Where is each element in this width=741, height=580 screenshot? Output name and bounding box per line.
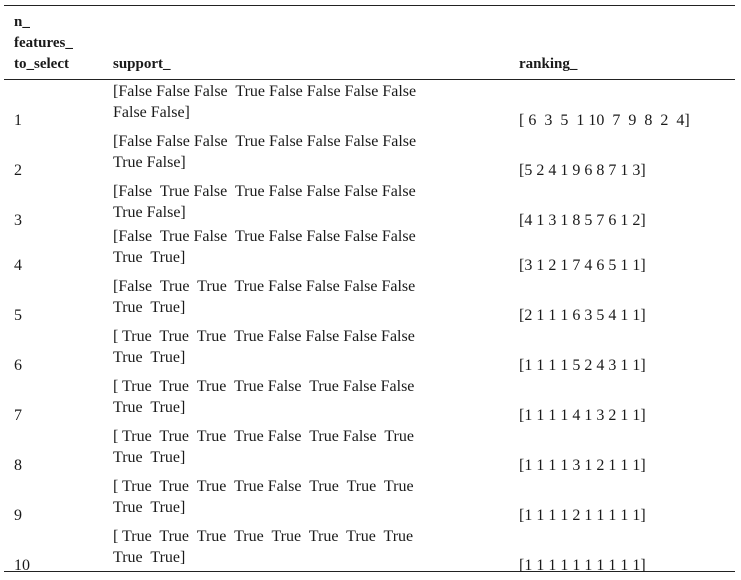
cell-support: [False False False True False False Fals… — [113, 81, 493, 123]
cell-n-features: 7 — [14, 407, 22, 424]
table-bottom-rule — [4, 571, 735, 572]
cell-support-line1: [ True True True True False True True Tr… — [113, 478, 414, 495]
cell-support-line1: [False True True True False False False … — [113, 278, 416, 295]
cell-n-features: 10 — [14, 557, 30, 574]
cell-ranking: [5 2 4 1 9 6 8 7 1 3] — [519, 162, 646, 179]
cell-support-line2: True True] — [113, 299, 186, 316]
header-n-features-to-select: n_ features_ to_select — [14, 12, 104, 75]
header-n-line3: to_select — [14, 56, 69, 72]
cell-support-line2: False False] — [113, 104, 190, 121]
cell-n-features: 6 — [14, 357, 22, 374]
cell-n-features: 9 — [14, 507, 22, 524]
cell-support-line2: True True] — [113, 249, 186, 266]
header-n-line2: features_ — [14, 35, 73, 51]
cell-support-line2: True False] — [113, 204, 186, 221]
table-row: 10 [ True True True True True True True … — [0, 526, 741, 576]
cell-support-line1: [ True True True True False True False T… — [113, 428, 414, 445]
cell-support: [ True True True True True True True Tru… — [113, 526, 493, 568]
header-n-line1: n_ — [14, 14, 30, 30]
cell-support-line2: True True] — [113, 499, 186, 516]
cell-ranking: [ 6 3 5 1 10 7 9 8 2 4] — [519, 112, 690, 129]
cell-support-line2: True False] — [113, 154, 186, 171]
cell-ranking: [1 1 1 1 5 2 4 3 1 1] — [519, 357, 646, 374]
cell-support-line2: True True] — [113, 549, 186, 566]
cell-support: [False True False True False False False… — [113, 181, 493, 223]
cell-support: [False False False True False False Fals… — [113, 131, 493, 173]
table-top-rule — [4, 5, 735, 6]
cell-support: [ True True True True False True True Tr… — [113, 476, 493, 518]
cell-ranking: [1 1 1 1 2 1 1 1 1 1] — [519, 507, 646, 524]
cell-support: [ True True True True False True False F… — [113, 376, 493, 418]
table-row: 7 [ True True True True False True False… — [0, 376, 741, 426]
cell-support-line1: [False True False True False False False… — [113, 183, 416, 200]
cell-support-line1: [False False False True False False Fals… — [113, 83, 417, 100]
cell-n-features: 1 — [14, 112, 22, 129]
cell-n-features: 5 — [14, 307, 22, 324]
cell-support-line2: True True] — [113, 399, 186, 416]
table-header-rule — [4, 79, 735, 80]
cell-support: [False True False True False False False… — [113, 226, 493, 268]
table-row: 1 [False False False True False False Fa… — [0, 81, 741, 131]
cell-support-line1: [False False False True False False Fals… — [113, 133, 417, 150]
cell-support-line1: [False True False True False False False… — [113, 228, 416, 245]
cell-ranking: [1 1 1 1 4 1 3 2 1 1] — [519, 407, 646, 424]
cell-support: [ True True True True False True False T… — [113, 426, 493, 468]
cell-support: [False True True True False False False … — [113, 276, 493, 318]
cell-n-features: 3 — [14, 212, 22, 229]
table-row: 9 [ True True True True False True True … — [0, 476, 741, 526]
header-ranking: ranking_ — [519, 56, 578, 72]
table-row: 6 [ True True True True False False Fals… — [0, 326, 741, 376]
cell-support-line1: [ True True True True True True True Tru… — [113, 528, 414, 545]
cell-ranking: [1 1 1 1 1 1 1 1 1 1] — [519, 557, 646, 574]
cell-support-line1: [ True True True True False False False … — [113, 328, 415, 345]
cell-support-line2: True True] — [113, 349, 186, 366]
table-row: 2 [False False False True False False Fa… — [0, 131, 741, 181]
cell-n-features: 2 — [14, 162, 22, 179]
table-row: 8 [ True True True True False True False… — [0, 426, 741, 476]
cell-ranking: [1 1 1 1 3 1 2 1 1 1] — [519, 457, 646, 474]
cell-support-line2: True True] — [113, 449, 186, 466]
table-row: 3 [False True False True False False Fal… — [0, 181, 741, 231]
cell-n-features: 4 — [14, 257, 22, 274]
cell-n-features: 8 — [14, 457, 22, 474]
header-support: support_ — [113, 56, 171, 72]
cell-ranking: [2 1 1 1 6 3 5 4 1 1] — [519, 307, 646, 324]
cell-support: [ True True True True False False False … — [113, 326, 493, 368]
table-row: 4 [False True False True False False Fal… — [0, 226, 741, 276]
cell-ranking: [4 1 3 1 8 5 7 6 1 2] — [519, 212, 646, 229]
cell-ranking: [3 1 2 1 7 4 6 5 1 1] — [519, 257, 646, 274]
table-row: 5 [False True True True False False Fals… — [0, 276, 741, 326]
cell-support-line1: [ True True True True False True False F… — [113, 378, 415, 395]
